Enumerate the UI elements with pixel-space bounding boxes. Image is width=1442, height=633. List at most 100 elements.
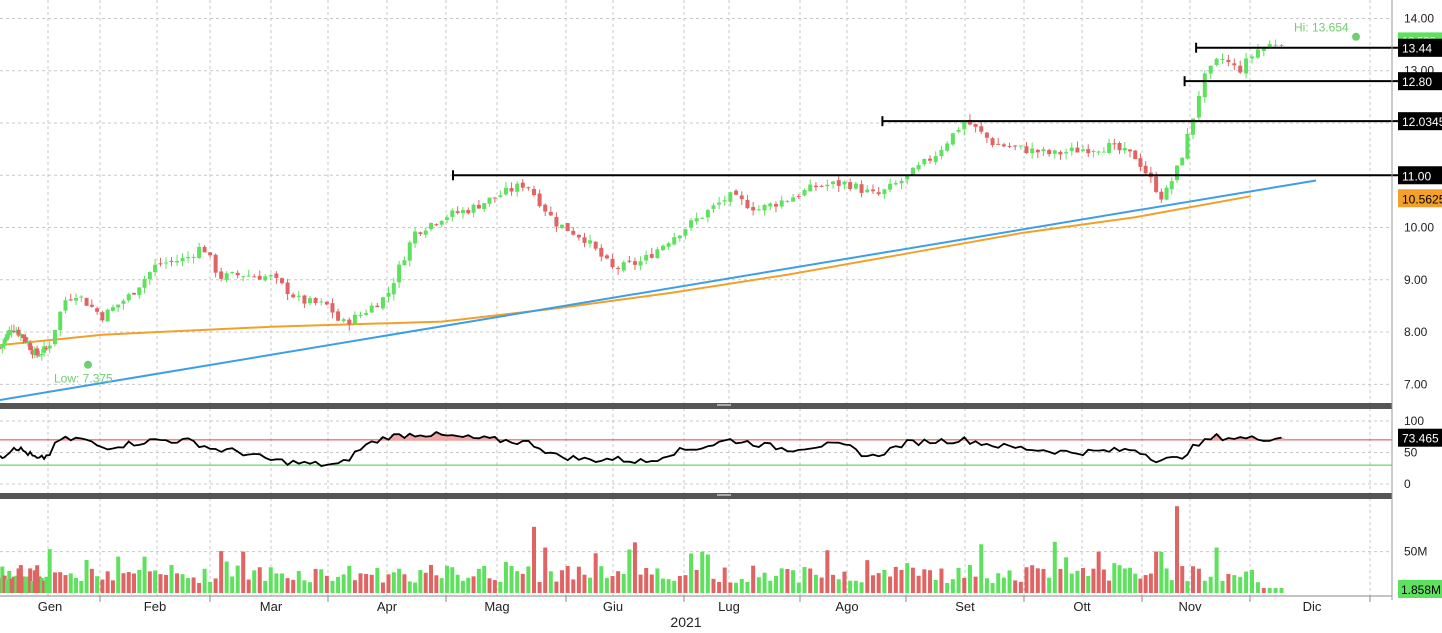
candle-body [7,329,12,336]
candle-body [560,224,565,229]
volume-bar [274,573,279,593]
y-tick-label: 10.00 [1404,221,1434,235]
volume-bar [1196,568,1201,593]
volume-bar [1091,568,1096,593]
rsi-overbought-fill [412,436,418,440]
candle-body [1128,149,1132,152]
candle-body [588,240,593,244]
volume-bar [672,580,677,593]
candle-body [84,298,89,306]
resize-handle-icon[interactable] [717,404,731,406]
volume-bar [1128,567,1132,593]
candle-body [700,217,705,219]
volume-bar [853,580,858,593]
volume-bar [121,573,126,593]
volume-bar [319,569,324,593]
separator-price-rsi[interactable] [0,403,1392,409]
candle-body [1013,145,1018,147]
volume-bar [1052,541,1057,593]
separator-rsi-volume[interactable] [0,493,1392,499]
candle-body [380,297,385,309]
volume-bar [554,581,559,593]
candle-body [950,133,955,145]
candle-body [526,187,531,189]
candle-body [722,200,727,202]
level-badge [1398,72,1442,91]
volume-bar [768,580,773,593]
volume-bar [509,566,514,593]
candle-body [616,267,621,269]
volume-bar [779,568,784,593]
candle-body [319,301,324,303]
candle-body [197,246,202,258]
volume-bar [74,577,79,593]
candle-body [922,159,927,165]
candle-body [460,210,465,214]
volume-bar [14,575,19,593]
candle-body [956,129,961,132]
volume-bar [705,554,710,593]
volume-bar [47,549,52,593]
candle-body [610,258,615,268]
candle-body [30,350,35,355]
candle-body [1208,65,1213,74]
volume-bar [423,572,428,593]
volume-bar [1154,551,1159,593]
volume-bar [175,573,180,593]
candle-body [429,223,434,230]
x-tick-label: Set [955,599,975,614]
rsi-overbought-fill [73,437,79,440]
candle-body [63,300,68,311]
candle-body [548,211,553,216]
rsi-overbought-fill [406,433,413,440]
volume-bar [893,566,898,593]
sma-badge [1398,189,1442,208]
volume-bar [1232,575,1237,593]
volume-bar [751,565,756,593]
candle-body [627,260,632,262]
volume-bar [466,577,471,593]
candle-body [848,182,853,189]
candle-body [14,331,19,333]
candle-body [973,124,978,127]
volume-bar [84,559,89,593]
volume-bar [1238,576,1243,593]
volume-bar [1064,557,1069,593]
trend-line[interactable] [0,179,1317,401]
volume-bar [1122,568,1127,593]
volume-bar [1250,569,1255,593]
volume-bar [1101,569,1106,593]
candle-body [439,220,444,225]
volume-bar [1255,582,1260,593]
candle-body [621,262,626,271]
candle-body [984,132,989,138]
volume-bar [296,571,301,593]
candle-body [916,165,921,170]
volume-bar [1220,580,1225,593]
volume-bar [429,564,434,593]
candle-body [336,311,341,321]
candle-body [471,204,476,213]
candle-body [68,299,73,301]
candle-body [745,200,750,209]
level-label: 12.0345 [1402,115,1442,129]
volume-bar [739,579,744,593]
volume-bar [694,569,699,593]
volume-bar [302,580,307,593]
resize-handle-icon[interactable] [717,494,731,496]
volume-bar [882,569,887,593]
volume-bar [191,577,196,593]
candle-body [1101,151,1106,153]
volume-bar [4,579,9,593]
volume-bar [1075,570,1080,593]
x-tick-label: Feb [144,599,166,614]
volume-bar [1180,566,1185,593]
volume-bar [116,556,121,593]
rsi-overbought-fill [1278,437,1285,440]
rsi-last-label: 73.465 [1402,432,1439,446]
volume-bar [186,578,191,593]
volume-bar [1030,565,1035,593]
candle-body [705,210,710,218]
candle-body [180,257,185,262]
candle-body [1058,151,1063,155]
